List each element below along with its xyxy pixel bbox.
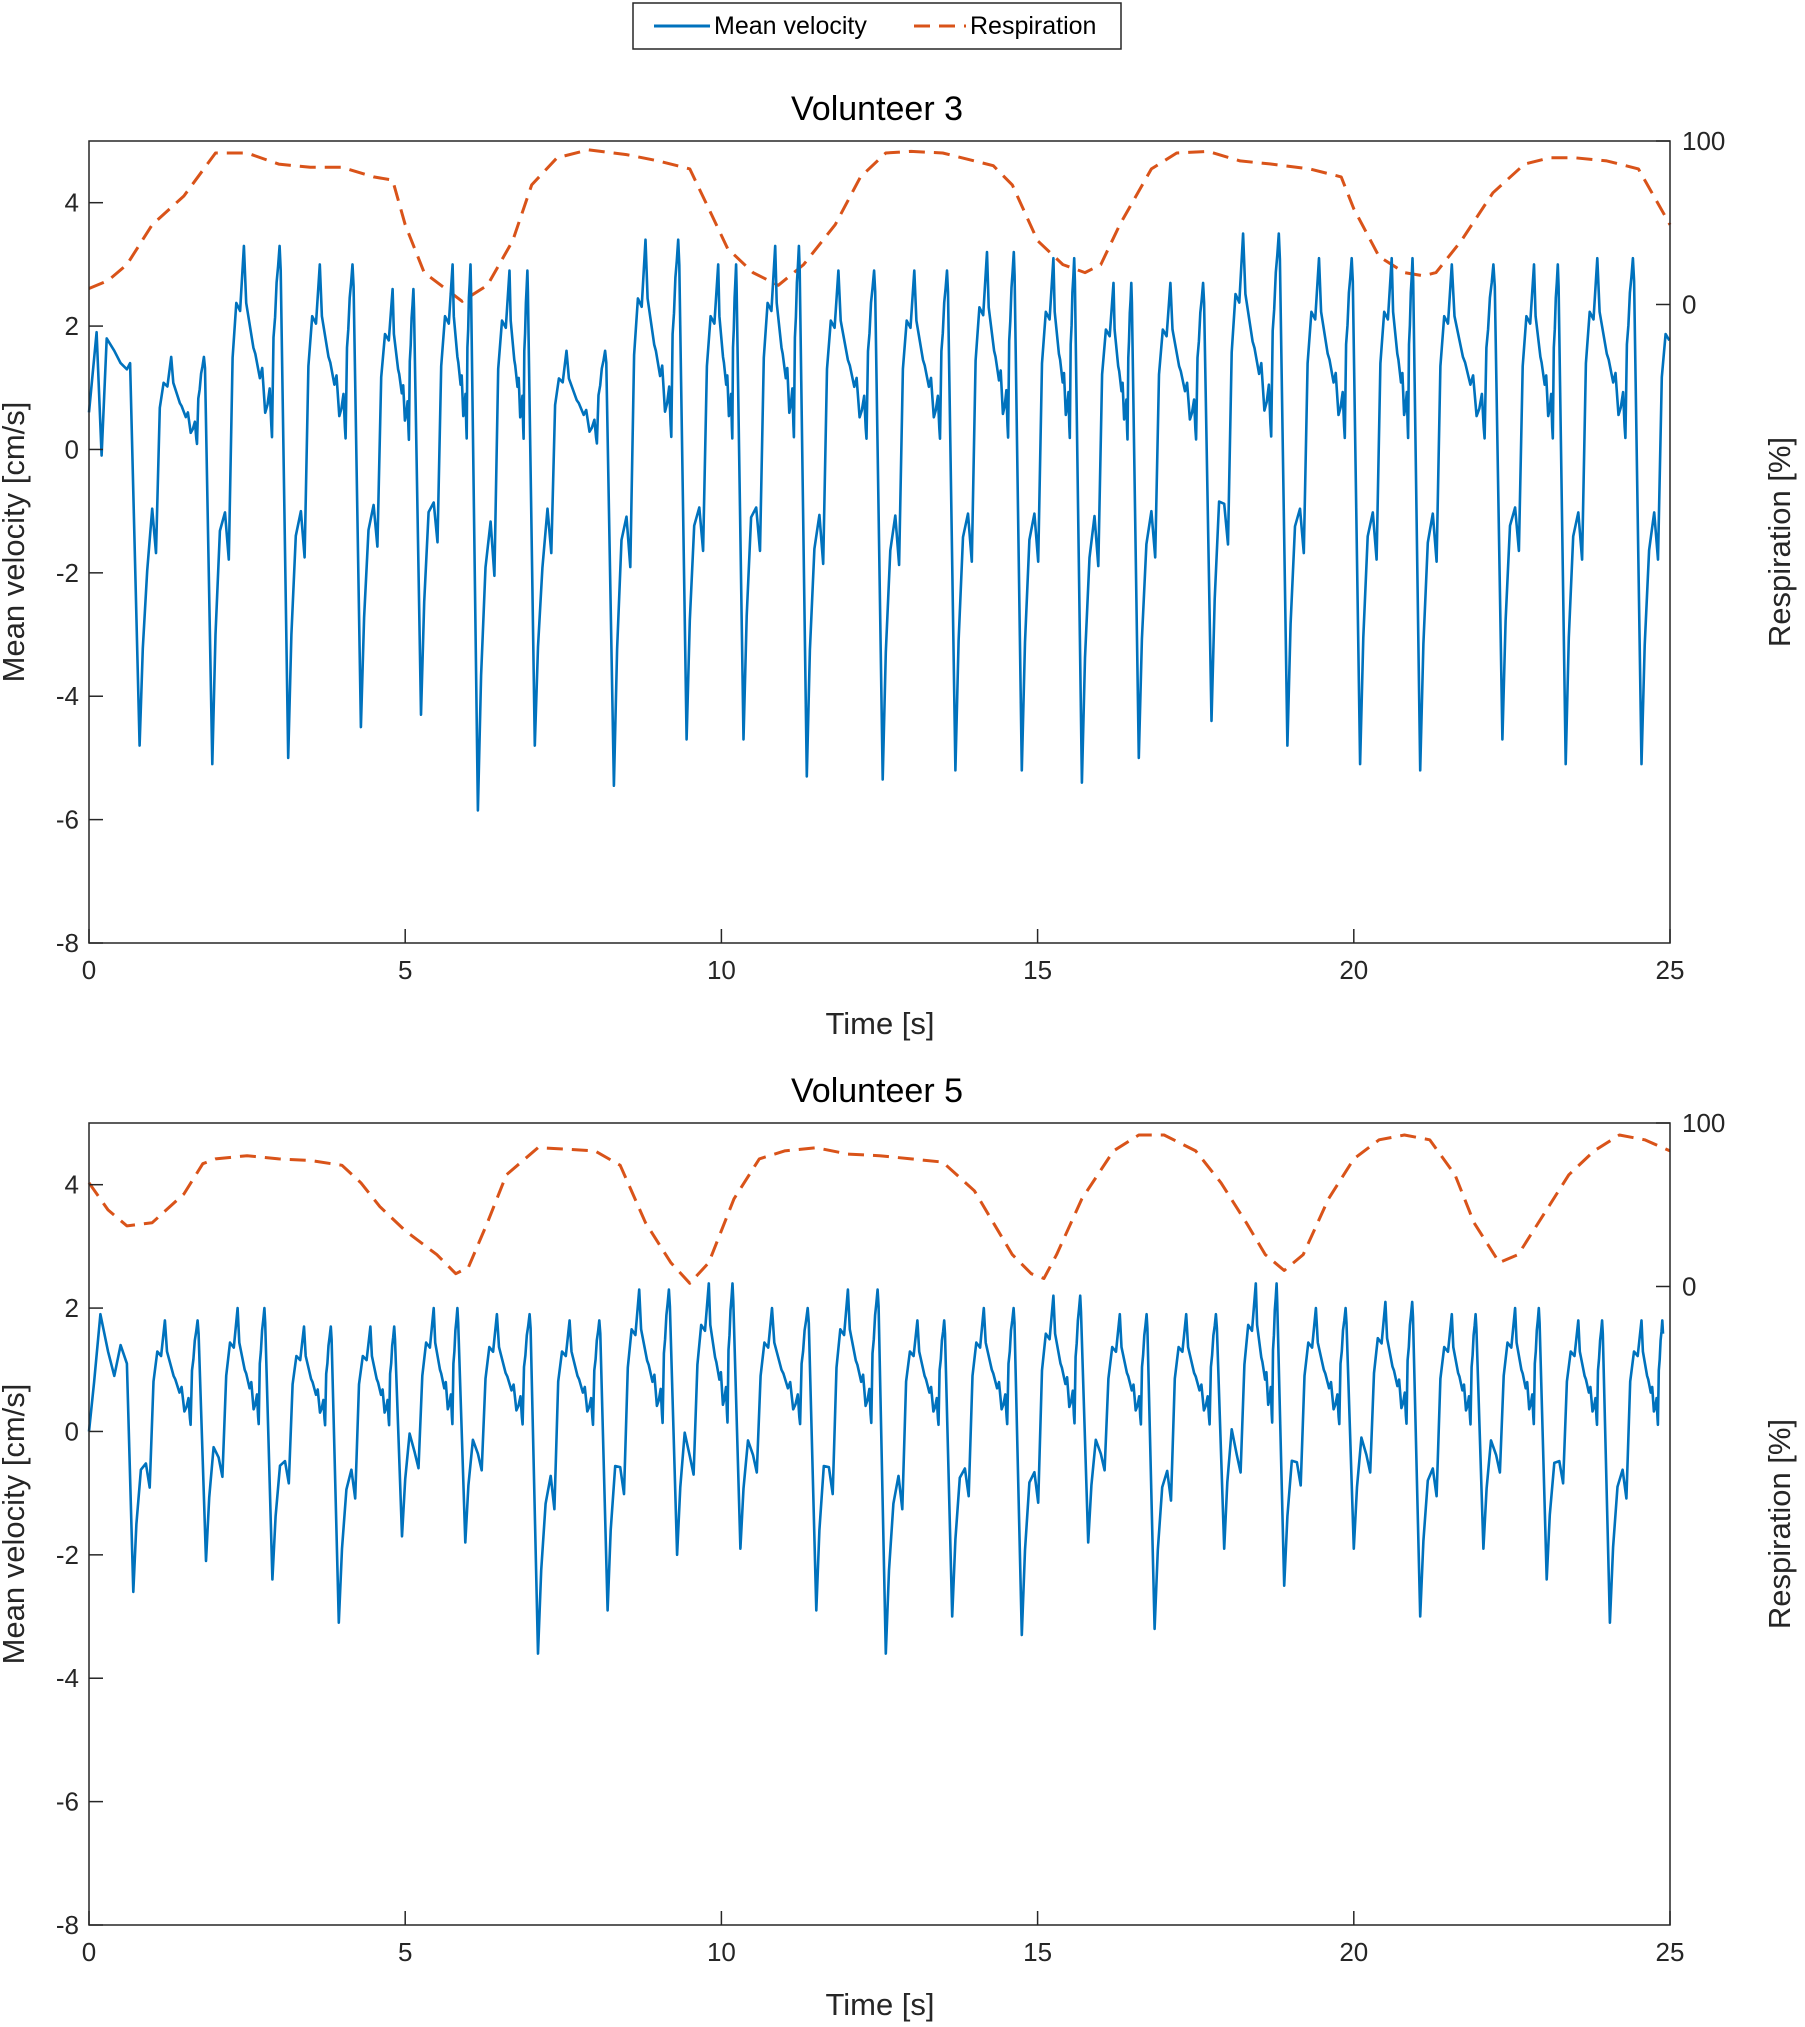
plot-frame bbox=[88, 140, 1671, 944]
series-line-respiration bbox=[88, 148, 1672, 303]
x-tick-label: 5 bbox=[398, 1937, 412, 1967]
y-tick-label: -4 bbox=[56, 681, 79, 711]
x-tick-label: 5 bbox=[398, 955, 412, 985]
y-axis-title: Mean velocity [cm/s] bbox=[0, 1384, 31, 1665]
series-line-mean-velocity bbox=[87, 1282, 1665, 1655]
y2-tick-label: 0 bbox=[1682, 1271, 1696, 1301]
x-tick-label: 25 bbox=[1656, 955, 1685, 985]
y2-tick-label: 100 bbox=[1682, 126, 1725, 156]
x-tick-label: 10 bbox=[707, 955, 736, 985]
legend-label-mean-velocity: Mean velocity bbox=[714, 12, 867, 40]
series-line-mean-velocity bbox=[87, 232, 1671, 812]
series-layer bbox=[87, 1133, 1671, 1655]
y2-axis-title: Respiration [%] bbox=[1762, 437, 1797, 647]
y-axis-title: Mean velocity [cm/s] bbox=[0, 402, 31, 683]
plot-frame bbox=[88, 1122, 1671, 1926]
legend-label-respiration: Respiration bbox=[970, 12, 1096, 40]
y-tick-label: 0 bbox=[65, 1416, 79, 1446]
x-tick-label: 0 bbox=[82, 955, 96, 985]
y-tick-label: 2 bbox=[65, 1293, 79, 1323]
legend-box bbox=[632, 2, 1122, 50]
x-tick-label: 15 bbox=[1023, 1937, 1052, 1967]
x-axis-title: Time [s] bbox=[825, 1987, 934, 2022]
x-tick-label: 0 bbox=[82, 1937, 96, 1967]
y-tick-label: 0 bbox=[65, 434, 79, 464]
x-tick-label: 10 bbox=[707, 1937, 736, 1967]
y-tick-label: 4 bbox=[65, 1170, 79, 1200]
x-tick-label: 20 bbox=[1339, 1937, 1368, 1967]
y-tick-label: -4 bbox=[56, 1663, 79, 1693]
x-tick-label: 25 bbox=[1656, 1937, 1685, 1967]
chart-title: Volunteer 5 bbox=[791, 1072, 963, 1110]
y-tick-label: 2 bbox=[65, 311, 79, 341]
y2-tick-label: 100 bbox=[1682, 1108, 1725, 1138]
series-layer bbox=[87, 148, 1672, 812]
x-tick-label: 15 bbox=[1023, 955, 1052, 985]
y-tick-label: 4 bbox=[65, 188, 79, 218]
y2-tick-label: 0 bbox=[1682, 289, 1696, 319]
legend: Mean velocity Respiration bbox=[632, 2, 1122, 50]
y-tick-label: -2 bbox=[56, 1540, 79, 1570]
y-tick-label: -6 bbox=[56, 1787, 79, 1817]
y-tick-label: -2 bbox=[56, 558, 79, 588]
x-tick-label: 20 bbox=[1339, 955, 1368, 985]
y-tick-label: -8 bbox=[56, 1910, 79, 1940]
series-line-respiration bbox=[87, 1133, 1671, 1285]
chart-title: Volunteer 3 bbox=[791, 90, 963, 128]
x-axis-title: Time [s] bbox=[825, 1006, 934, 1041]
y-tick-label: -6 bbox=[56, 805, 79, 835]
y2-axis-title: Respiration [%] bbox=[1762, 1419, 1797, 1629]
y-tick-label: -8 bbox=[56, 928, 79, 958]
plot-area bbox=[89, 1123, 1670, 1925]
